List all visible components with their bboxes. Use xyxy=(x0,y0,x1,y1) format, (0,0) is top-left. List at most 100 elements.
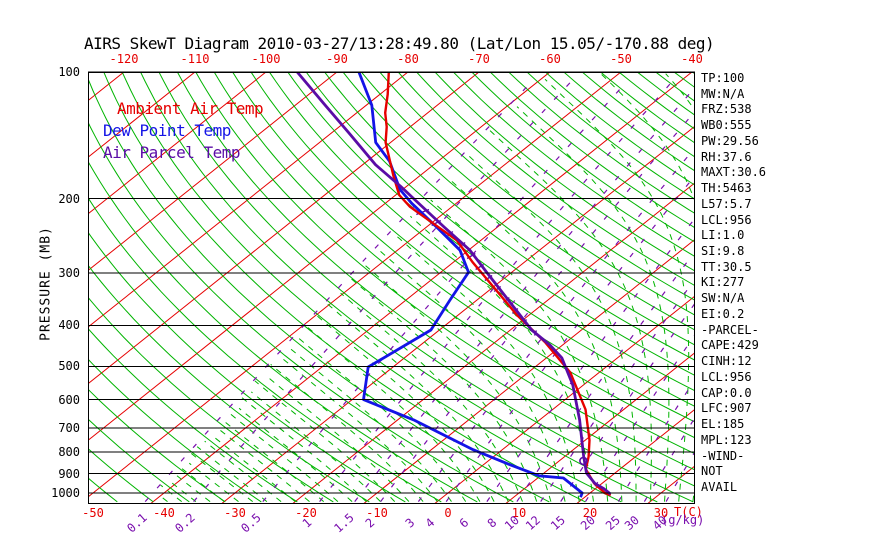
panel-item: SW:N/A xyxy=(701,291,745,305)
dry-adiabat-line xyxy=(471,72,695,243)
dry-adiabat-line xyxy=(342,72,695,346)
dry-adiabat-line xyxy=(158,72,694,503)
moist-adiabat-line xyxy=(340,292,523,502)
pressure-tick: 700 xyxy=(58,421,80,435)
isotherm-line xyxy=(504,352,695,504)
bottom-temp-tick: -10 xyxy=(366,506,388,520)
panel-item: CAPE:429 xyxy=(701,338,759,352)
top-temp-tick: -100 xyxy=(251,52,281,66)
dry-adiabat-line xyxy=(88,264,370,503)
dry-adiabat-line xyxy=(88,477,118,503)
moist-adiabat-line xyxy=(250,391,381,502)
panel-item: PW:29.56 xyxy=(701,134,759,148)
dry-adiabat-line xyxy=(88,418,190,503)
panel-item: FRZ:538 xyxy=(701,102,752,116)
panel-item: TT:30.5 xyxy=(701,260,752,274)
top-temp-tick: -70 xyxy=(468,52,490,66)
ambient-temp-line xyxy=(384,72,612,497)
moist-adiabat-line xyxy=(174,473,211,502)
dry-adiabat-line xyxy=(324,72,695,361)
dry-adiabat-line xyxy=(213,72,695,455)
moist-adiabat-line xyxy=(254,380,396,502)
moist-adiabat-line xyxy=(348,276,538,502)
panel-item: MPL:123 xyxy=(701,433,752,447)
moist-adiabat-line xyxy=(430,199,609,502)
mixing-ratio-lines-group xyxy=(144,80,695,502)
moist-adiabat-line xyxy=(219,429,310,502)
top-temp-tick: -120 xyxy=(109,52,139,66)
panel-item: LFC:907 xyxy=(701,401,752,415)
moist-adiabat-line xyxy=(238,407,353,502)
moist-adiabat-line xyxy=(365,265,552,502)
top-temp-tick: -110 xyxy=(180,52,210,66)
air-parcel-line xyxy=(296,72,612,496)
top-temp-tick: -60 xyxy=(539,52,561,66)
panel-item: TP:100 xyxy=(701,71,745,85)
top-temp-tick: -50 xyxy=(610,52,632,66)
moist-adiabat-line xyxy=(196,446,268,502)
lcl-marker xyxy=(579,456,588,466)
dry-adiabat-line xyxy=(361,72,695,331)
chart-title: AIRS SkewT Diagram 2010-03-27/13:28:49.8… xyxy=(84,34,715,53)
isotherms-group xyxy=(88,72,695,504)
dry-adiabat-line xyxy=(88,296,334,503)
panel-item: MW:N/A xyxy=(701,87,745,101)
moist-adiabat-line xyxy=(392,232,580,502)
top-temp-tick: -90 xyxy=(326,52,348,66)
dry-adiabat-line xyxy=(453,72,695,258)
moist-adiabat-line xyxy=(377,248,566,502)
panel-item: EI:0.2 xyxy=(701,307,745,321)
mixing-ratio-line xyxy=(540,278,695,502)
moist-adiabats-group xyxy=(160,73,695,502)
mixing-ratio-line xyxy=(193,80,573,502)
moist-adiabat-line xyxy=(296,336,467,502)
isotherm-line xyxy=(291,182,695,504)
bottom-temp-tick: -30 xyxy=(224,506,246,520)
moist-adiabat-line xyxy=(270,364,424,502)
moist-adiabat-line xyxy=(327,303,509,502)
panel-item: CAP:0.0 xyxy=(701,386,752,400)
dry-adiabat-line xyxy=(140,72,658,503)
panel-item: NOT xyxy=(701,464,723,478)
dry-adiabat-line xyxy=(563,72,695,172)
moist-adiabat-line xyxy=(282,358,438,502)
dry-adiabat-line xyxy=(287,72,695,392)
mixing-unit-label: (g/kg) xyxy=(661,513,705,527)
pressure-tick: 600 xyxy=(58,393,80,407)
moist-adiabat-line xyxy=(160,495,168,502)
temp-unit-label: T(C) xyxy=(674,505,703,519)
legend-air-parcel-temp: Air Parcel Temp xyxy=(103,143,241,162)
dry-adiabat-line xyxy=(103,72,586,503)
legend-dew-point-temp: Dew Point Temp xyxy=(103,121,231,140)
dry-adiabat-line xyxy=(88,358,262,503)
dry-adiabat-line xyxy=(582,72,695,158)
panel-item: SI:9.8 xyxy=(701,244,745,258)
top-temp-tick: -40 xyxy=(681,52,703,66)
dry-adiabat-line xyxy=(305,72,695,377)
dry-adiabat-line xyxy=(250,72,695,423)
moist-adiabat-line xyxy=(487,128,652,502)
panel-item: -WIND- xyxy=(701,449,745,463)
dry-adiabats-group xyxy=(88,72,695,503)
isotherm-line xyxy=(88,72,622,498)
dry-adiabat-line xyxy=(398,72,695,301)
dry-adiabat-line xyxy=(88,388,226,503)
isotherm-line xyxy=(149,72,693,504)
legend-ambient-air-temp: Ambient Air Temp xyxy=(117,99,264,118)
panel-item: -PARCEL- xyxy=(701,323,759,337)
dry-adiabat-line xyxy=(88,160,478,503)
pressure-tick: 1000 xyxy=(51,486,80,500)
moist-adiabat-line xyxy=(305,325,481,502)
mixing-ratio-line xyxy=(319,80,674,502)
bottom-temp-tick: 10 xyxy=(511,506,527,520)
panel-item: LCL:956 xyxy=(701,370,752,384)
dry-adiabat-line xyxy=(88,196,442,503)
pressure-axis-label: PRESSURE (MB) xyxy=(38,226,54,341)
isotherm-line xyxy=(362,238,695,504)
dry-adiabat-line xyxy=(88,120,514,503)
dry-adiabat-line xyxy=(88,327,298,503)
moist-adiabat-line xyxy=(189,451,254,502)
panel-item: KI:277 xyxy=(701,275,745,289)
moist-adiabat-line xyxy=(212,435,296,502)
